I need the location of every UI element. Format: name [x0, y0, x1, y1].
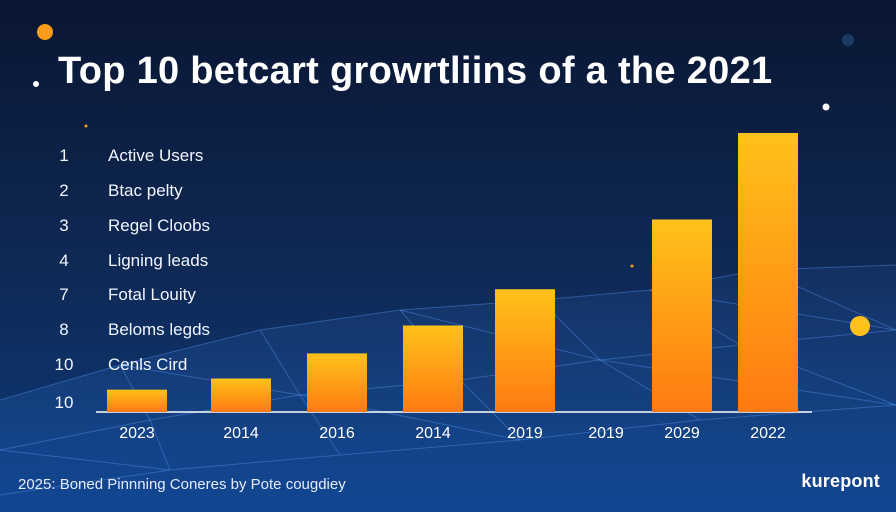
- x-tick-label: 2022: [750, 425, 786, 442]
- rank-number: 7: [59, 285, 69, 304]
- rank-number: 8: [59, 320, 69, 339]
- rank-number: 4: [59, 251, 69, 270]
- x-tick-label: 2014: [415, 425, 451, 442]
- rank-number: 2: [59, 181, 69, 200]
- rank-label: Btac pelty: [108, 181, 183, 200]
- bar: [652, 219, 712, 412]
- rank-number: 10: [54, 393, 74, 412]
- rank-number: 10: [54, 355, 74, 374]
- rank-label: Beloms legds: [108, 320, 211, 339]
- bar: [307, 353, 367, 412]
- decorative-dot: [33, 81, 39, 87]
- x-tick-label: 2023: [119, 425, 155, 442]
- bar: [107, 389, 167, 412]
- rank-number: 1: [59, 146, 69, 165]
- chart-title: Top 10 betcart growrtliins of a the 2021: [58, 50, 773, 92]
- rank-label: Ligning leads: [108, 251, 209, 270]
- brand-logo: kurepont: [801, 471, 880, 491]
- rank-label: Active Users: [108, 146, 204, 165]
- x-tick-label: 2019: [588, 425, 624, 442]
- decorative-dot: [842, 34, 854, 46]
- decorative-dot: [84, 124, 88, 128]
- rank-label: Regel Cloobs: [108, 216, 211, 235]
- rank-label: Fotal Louity: [108, 285, 196, 304]
- rank-label: Cenls Cird: [108, 355, 188, 374]
- x-tick-label: 2029: [664, 425, 700, 442]
- bar: [738, 133, 798, 412]
- decorative-dot: [630, 264, 634, 268]
- bar: [495, 289, 555, 412]
- x-tick-label: 2014: [223, 425, 259, 442]
- x-tick-label: 2019: [507, 425, 543, 442]
- bar: [211, 378, 271, 412]
- decorative-dot: [37, 24, 53, 40]
- bar: [403, 325, 463, 412]
- decorative-dot: [822, 103, 830, 111]
- decorative-dot: [850, 316, 870, 336]
- x-tick-label: 2016: [319, 425, 355, 442]
- footer-note: 2025: Boned Pinnning Coneres by Pote cou…: [18, 476, 346, 493]
- rank-number: 3: [59, 216, 69, 235]
